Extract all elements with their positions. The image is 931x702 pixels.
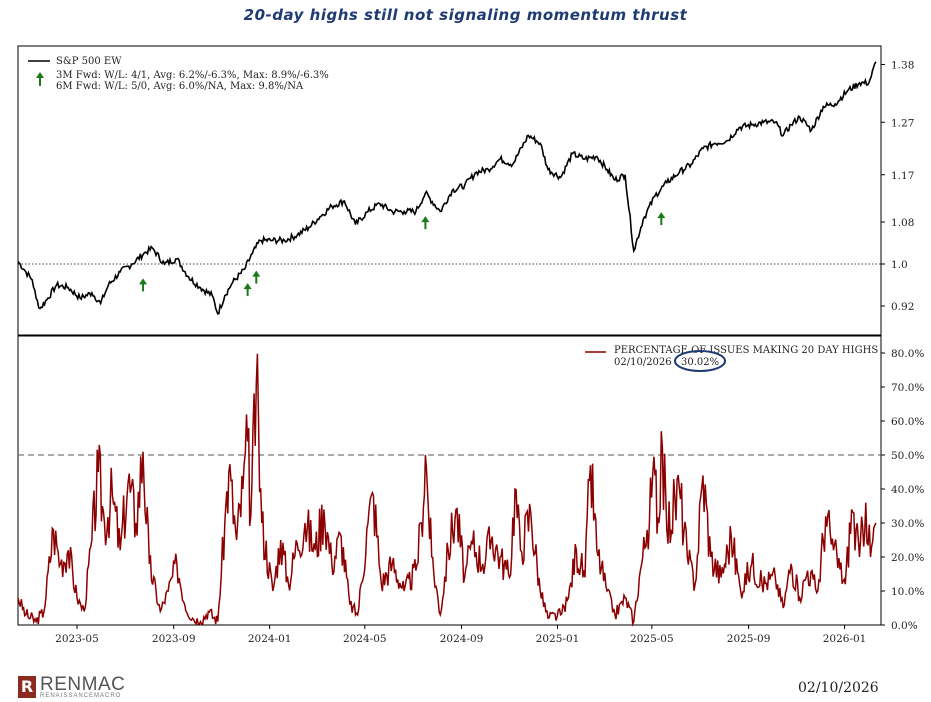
breadth-y-tick-label: 80.0% — [891, 348, 924, 360]
signal-arrow-icon — [243, 283, 252, 297]
x-tick-label: 2024-09 — [440, 633, 484, 645]
signal-arrow-icon — [657, 212, 666, 226]
x-tick-label: 2023-05 — [55, 633, 99, 645]
breadth-y-tick-label: 20.0% — [891, 552, 924, 564]
pct-20day-highs-line — [17, 353, 877, 627]
arrow-head — [243, 283, 252, 290]
x-tick-label: 2026-01 — [823, 633, 867, 645]
arrow-head — [421, 216, 430, 223]
footer-date: 02/10/2026 — [798, 680, 879, 696]
x-tick-label: 2024-05 — [343, 633, 387, 645]
forward-stats-annotation: 3M Fwd: W/L: 4/1, Avg: 6.2%/-6.3%, Max: … — [56, 70, 329, 81]
arrow-head — [252, 270, 261, 277]
legend-label-sp500: S&P 500 EW — [56, 56, 122, 67]
legend-date: 02/10/2026 — [614, 357, 672, 368]
arrow-head — [657, 212, 666, 219]
logo-mark: R — [18, 676, 36, 698]
breadth-y-tick-label: 10.0% — [891, 586, 924, 598]
price-y-tick-label: 1.17 — [891, 170, 914, 182]
breadth-y-tick-label: 70.0% — [891, 382, 924, 394]
arrow-head — [36, 72, 44, 78]
signal-arrow-icon — [252, 270, 261, 284]
breadth-panel: 0.0% 10.0% 20.0% 30.0% 40.0% 50.0% 60.0% 70.0% 8… — [17, 335, 924, 632]
signal-arrow-icon — [421, 216, 430, 230]
x-tick-label: 2025-05 — [630, 633, 674, 645]
legend-arrow-icon — [36, 72, 44, 86]
sp500-ew-line — [17, 61, 877, 315]
logo-subtitle: RENAISSANCEMACRO — [40, 693, 122, 699]
signal-arrow-icon — [139, 278, 148, 292]
legend-label-breadth: PERCENTAGE OF ISSUES MAKING 20 DAY HIGHS — [614, 345, 878, 356]
legend-last-value: 30.02% — [681, 357, 719, 368]
callout-circle — [674, 350, 726, 372]
price-y-tick-label: 1.27 — [891, 117, 914, 129]
x-tick-label: 2025-09 — [727, 633, 771, 645]
price-y-tick-label: 0.92 — [891, 301, 914, 313]
breadth-panel-frame — [17, 335, 882, 626]
chart-title: 20-day highs still not signaling momentu… — [243, 6, 688, 24]
price-panel: 0.92 1.0 1.08 1.17 1.27 1.38 S&P 500 EW 3M Fwd:… — [17, 45, 914, 336]
price-y-tick-label: 1.0 — [891, 259, 908, 271]
breadth-y-tick-label: 50.0% — [891, 450, 924, 462]
renmac-logo: R RENMAC RENAISSANCEMACRO — [18, 674, 178, 700]
breadth-y-tick-label: 0.0% — [891, 620, 918, 632]
x-tick-label: 2025-01 — [536, 633, 580, 645]
logo-name: RENMAC — [40, 674, 126, 695]
x-axis: 2023-05 2023-09 2024-01 2024-05 2024-09 2025-… — [55, 625, 866, 645]
price-y-tick-label: 1.08 — [891, 217, 914, 229]
breadth-y-tick-label: 40.0% — [891, 484, 924, 496]
arrow-head — [139, 278, 148, 285]
price-y-tick-label: 1.38 — [891, 60, 914, 72]
x-tick-label: 2024-01 — [248, 633, 292, 645]
price-panel-frame — [17, 45, 882, 336]
breadth-y-tick-label: 30.0% — [891, 518, 924, 530]
forward-stats-annotation: 6M Fwd: W/L: 5/0, Avg: 6.0%/NA, Max: 9.8… — [56, 81, 304, 92]
breadth-y-tick-label: 60.0% — [891, 416, 924, 428]
x-tick-label: 2023-09 — [152, 633, 196, 645]
